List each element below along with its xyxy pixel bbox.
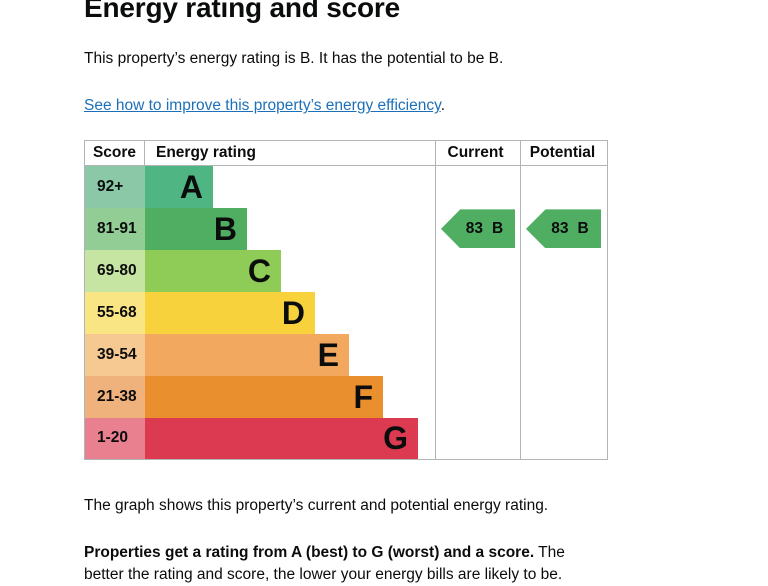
current-band: B xyxy=(492,219,504,237)
rating-bar-g: G xyxy=(145,417,418,460)
band-letter-e: E xyxy=(317,336,339,373)
potential-column-divider xyxy=(520,141,521,460)
intro-text: This property’s energy rating is B. It h… xyxy=(84,50,504,68)
content-column: Energy rating and score This property’s … xyxy=(84,0,608,586)
score-range-d: 55-68 xyxy=(85,291,145,334)
score-range-b: 81-91 xyxy=(85,208,145,251)
rating-bar-b: B xyxy=(145,208,247,251)
score-range-f: 21-38 xyxy=(85,375,145,418)
band-row-c: 69-80 C xyxy=(85,250,607,292)
band-row-e: 39-54 E xyxy=(85,333,607,376)
band-row-b: 81-91 B xyxy=(85,208,607,251)
band-letter-b: B xyxy=(213,211,237,248)
band-letter-f: F xyxy=(353,378,373,415)
score-range-g: 1-20 xyxy=(85,417,145,460)
band-letter-d: D xyxy=(281,294,305,331)
score-column-header: Score xyxy=(85,141,145,166)
improve-efficiency-link[interactable]: See how to improve this property’s energ… xyxy=(84,97,441,115)
current-column-header: Current xyxy=(447,144,504,162)
graph-header-row: Score Energy rating Current Potential xyxy=(85,141,607,167)
rating-bar-d: D xyxy=(145,291,315,334)
footer-note: Properties get a rating from A (best) to… xyxy=(84,542,608,586)
band-row-a: 92+ A xyxy=(85,166,607,209)
rating-bar-c: C xyxy=(145,250,281,292)
potential-score: 83 xyxy=(551,219,569,237)
energy-rating-graph: Score Energy rating Current Potential 92… xyxy=(84,140,608,461)
potential-band: B xyxy=(577,219,589,237)
score-range-a: 92+ xyxy=(85,166,145,209)
band-letter-c: C xyxy=(247,253,271,290)
band-row-d: 55-68 D xyxy=(85,291,607,334)
improvement-link-row: See how to improve this property’s energ… xyxy=(84,95,608,116)
current-column-divider xyxy=(435,141,436,460)
score-range-e: 39-54 xyxy=(85,333,145,376)
rating-bar-a: A xyxy=(145,166,213,209)
band-letter-g: G xyxy=(383,420,408,457)
link-suffix: . xyxy=(440,97,445,115)
rating-bar-e: E xyxy=(145,333,349,376)
band-row-g: 1-20 G xyxy=(85,417,607,460)
footer-note-bold: Properties get a rating from A (best) to… xyxy=(84,544,535,562)
current-score: 83 xyxy=(465,219,484,237)
rating-bar-f: F xyxy=(145,375,383,418)
page-title: Energy rating and score xyxy=(84,0,400,23)
band-letter-a: A xyxy=(179,169,203,206)
score-range-c: 69-80 xyxy=(85,250,145,292)
band-row-f: 21-38 F xyxy=(85,375,607,418)
energy-rating-column-header: Energy rating xyxy=(156,144,256,162)
potential-column-header: Potential xyxy=(529,144,596,162)
graph-caption: The graph shows this property’s current … xyxy=(84,497,549,515)
